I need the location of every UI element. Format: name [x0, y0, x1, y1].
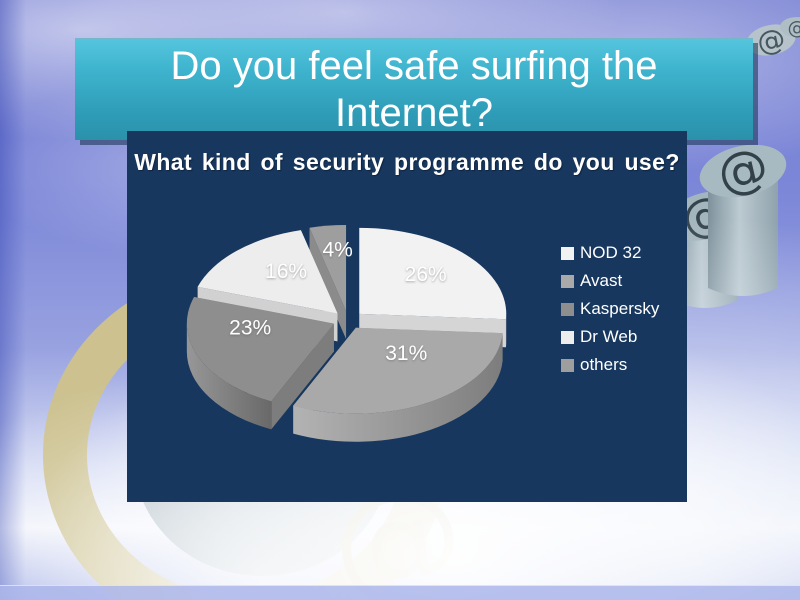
pie-slice-top	[293, 327, 503, 414]
pie-slice-rim	[293, 333, 503, 442]
legend-item: NOD 32	[561, 239, 659, 267]
pie-value-label: 31%	[385, 342, 427, 365]
legend-label: others	[580, 355, 628, 374]
legend-item: Kaspersky	[561, 295, 659, 323]
pie-slice-top	[359, 227, 507, 320]
pie-slice-top	[309, 225, 347, 312]
pie-value-label: 4%	[322, 239, 352, 262]
legend-swatch-icon	[561, 358, 574, 372]
pie-value-label: 26%	[405, 263, 447, 286]
legend-swatch-icon	[561, 274, 574, 288]
legend-item: Avast	[561, 267, 659, 295]
chart-legend: NOD 32 Avast Kaspersky Dr Web others	[561, 239, 659, 379]
slide-title-line: Do you feel safe surfing the	[170, 44, 658, 88]
legend-label: Avast	[580, 271, 623, 290]
pie-value-label: 23%	[229, 316, 271, 339]
legend-label: NOD 32	[580, 243, 642, 262]
legend-swatch-icon	[561, 302, 574, 316]
pie-slice-top	[186, 297, 334, 402]
pie-slice-others	[309, 225, 347, 340]
chart-title: What kind of security programme do you u…	[134, 149, 680, 175]
pie-value-label: 16%	[265, 260, 307, 283]
at-glyph: @	[788, 17, 800, 39]
bottom-band	[0, 585, 800, 600]
legend-label: Dr Web	[580, 327, 638, 346]
legend-swatch-icon	[561, 246, 574, 260]
pie-slice-kaspersky	[186, 297, 334, 430]
legend-label: Kaspersky	[580, 299, 660, 318]
pie-slice-side	[309, 227, 347, 340]
slide-title-banner: Do you feel safe surfing the Internet?	[75, 38, 753, 140]
pie-slice-side	[271, 323, 334, 430]
legend-item: others	[561, 351, 659, 379]
legend-item: Dr Web	[561, 323, 659, 351]
legend-swatch-icon	[561, 330, 574, 344]
slide-title-line: Internet?	[335, 91, 493, 135]
pie-chart: 26% 31% 23% 16% 4%	[186, 225, 507, 442]
pie-slice-avast	[293, 327, 503, 442]
pie-slice-top	[197, 230, 338, 314]
pie-slice-rim	[186, 323, 272, 430]
at-symbol-icon: @	[699, 136, 787, 296]
